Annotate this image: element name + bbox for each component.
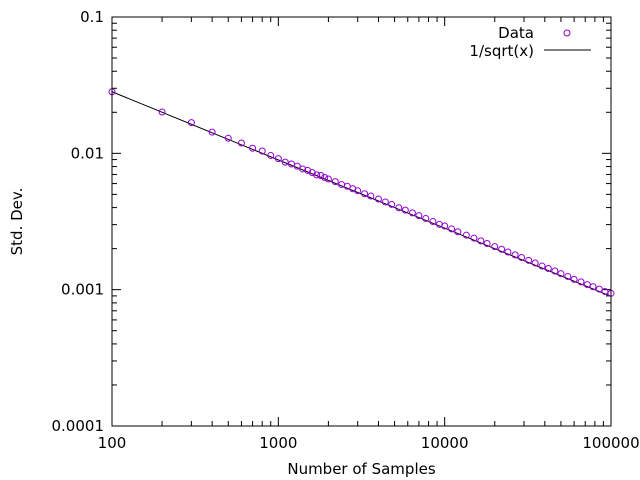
y-axis-title: Std. Dev. — [8, 188, 26, 256]
data-point — [498, 245, 506, 253]
x-tick-label: 100000 — [582, 434, 639, 452]
data-point — [589, 283, 597, 291]
data-point — [583, 281, 591, 289]
data-point — [454, 228, 462, 236]
y-tick-label: 0.001 — [61, 281, 104, 299]
x-tick-label: 1000 — [259, 434, 297, 452]
y-tick-label: 0.1 — [80, 8, 104, 26]
data-point — [313, 171, 321, 179]
data-point — [525, 256, 533, 264]
legend: Data 1/sqrt(x) — [469, 24, 591, 60]
data-point — [448, 225, 456, 233]
data-point — [381, 198, 389, 206]
y-tick-label: 0.01 — [71, 144, 104, 162]
data-point — [158, 108, 166, 116]
data-point — [267, 151, 275, 159]
data-point — [321, 173, 329, 181]
data-point — [570, 275, 578, 283]
data-point — [224, 134, 232, 142]
data-point — [187, 119, 195, 127]
data-point — [361, 190, 369, 198]
data-point — [564, 272, 572, 280]
data-point — [504, 248, 512, 256]
data-point — [462, 231, 470, 239]
data-point — [429, 218, 437, 226]
data-point — [401, 206, 409, 214]
data-point — [299, 165, 307, 173]
data-point — [551, 267, 559, 275]
data-point — [415, 212, 423, 220]
x-tick-label: 10000 — [421, 434, 469, 452]
data-point — [483, 240, 491, 248]
data-point — [258, 147, 266, 155]
data-point — [595, 285, 603, 293]
data-point — [470, 234, 478, 242]
y-tick-label: 0.0001 — [52, 417, 105, 435]
plot-frame — [111, 16, 612, 427]
data-point — [293, 162, 301, 170]
data-point — [317, 171, 325, 179]
data-point — [557, 270, 565, 278]
legend-label-fit: 1/sqrt(x) — [469, 42, 534, 60]
labels-layer: 100 1000 10000 100000 0.0001 0.001 0.01 0.1 — [52, 8, 640, 452]
legend-label-data: Data — [498, 24, 534, 42]
series-layer — [108, 88, 615, 297]
data-point — [531, 259, 539, 267]
data-point — [544, 264, 552, 272]
x-axis-title: Number of Samples — [287, 460, 435, 478]
data-point — [374, 195, 382, 203]
data-point — [601, 287, 609, 295]
data-point — [367, 192, 375, 200]
data-point — [388, 200, 396, 208]
data-point — [237, 139, 245, 147]
data-point — [538, 262, 546, 270]
data-point — [208, 128, 216, 136]
data-point — [274, 155, 282, 163]
data-point — [577, 278, 585, 286]
data-point — [477, 237, 485, 245]
data-point — [331, 178, 339, 186]
x-tick-label: 100 — [98, 434, 127, 452]
data-point — [324, 175, 332, 183]
ticks-layer — [111, 16, 612, 427]
data-point — [441, 222, 449, 230]
data-point — [408, 209, 416, 217]
data-point — [288, 160, 296, 168]
data-point — [249, 144, 257, 152]
legend-marker-data — [563, 29, 571, 37]
data-point — [395, 204, 403, 212]
data-point — [518, 254, 526, 262]
data-point — [422, 214, 430, 222]
data-point — [491, 243, 499, 251]
data-point — [354, 187, 362, 195]
data-point — [511, 251, 519, 259]
data-point — [281, 158, 289, 166]
